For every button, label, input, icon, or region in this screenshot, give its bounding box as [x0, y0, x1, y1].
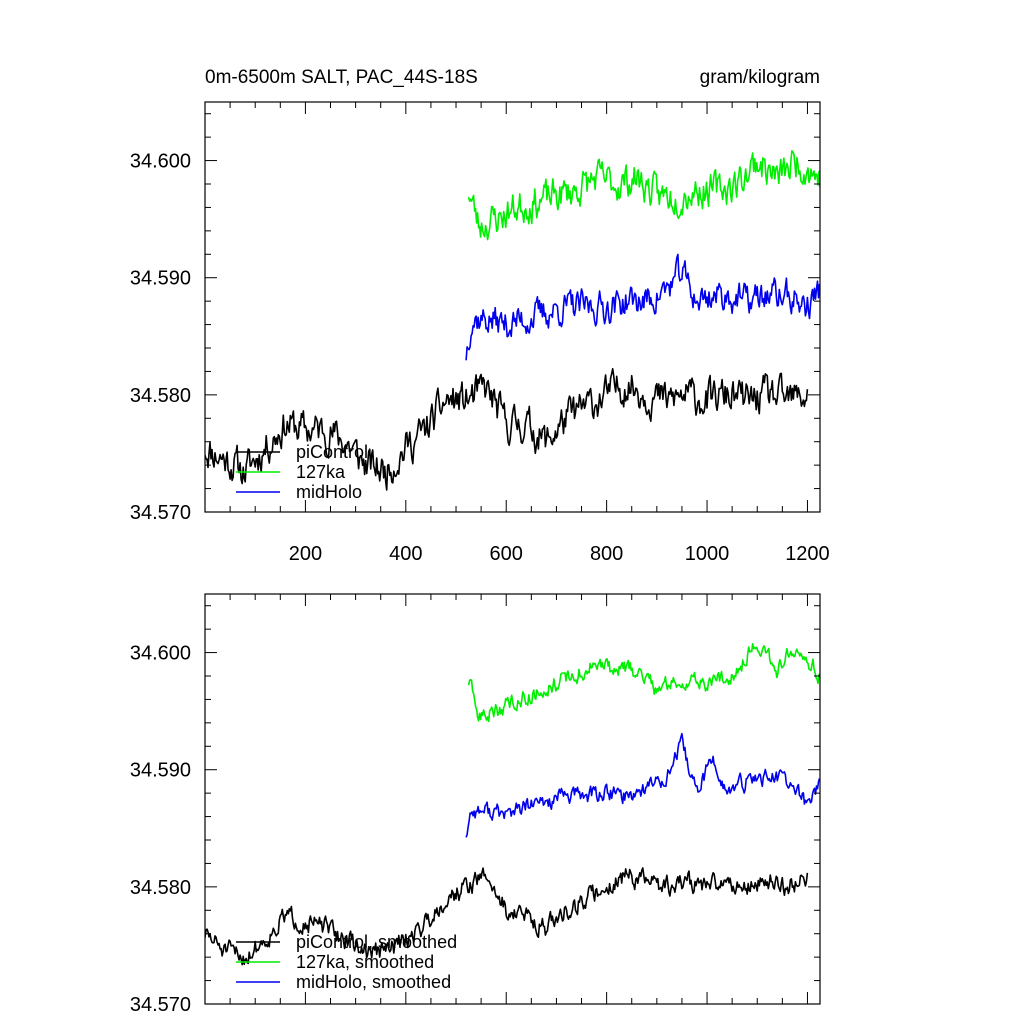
- bottom-ytick-label: 34.600: [130, 643, 191, 665]
- top-panel: 0m-6500m SALT, PAC_44S-18S gram/kilogram…: [130, 67, 830, 565]
- top-legend-label: 127ka: [296, 462, 346, 482]
- top-xtick-label: 600: [490, 543, 523, 565]
- top-ytick-label: 34.590: [130, 268, 191, 290]
- top-series-line-127ka: [467, 150, 820, 241]
- bottom-series-line-midholo: [465, 732, 820, 838]
- top-chart-title: 0m-6500m SALT, PAC_44S-18S: [205, 67, 478, 88]
- bottom-legend-label: piControl, smoothed: [296, 932, 457, 952]
- bottom-ytick-label: 34.580: [130, 877, 191, 899]
- top-ytick-label: 34.570: [130, 502, 191, 524]
- top-legend-label: piControl: [296, 442, 368, 462]
- top-ytick-label: 34.600: [130, 151, 191, 173]
- bottom-ytick-label: 34.570: [130, 994, 191, 1016]
- bottom-ytick-label: 34.590: [130, 760, 191, 782]
- bottom-legend-label: midHolo, smoothed: [296, 972, 451, 992]
- top-series-layer: [205, 150, 820, 491]
- bottom-plot-frame: [204, 593, 821, 1005]
- top-xtick-label: 1200: [785, 543, 830, 565]
- top-xtick-label: 400: [389, 543, 422, 565]
- bottom-series-line-picontrol: [205, 867, 809, 966]
- top-series-line-picontrol: [205, 368, 809, 491]
- top-series-line-midholo: [465, 253, 820, 361]
- top-chart-units: gram/kilogram: [700, 67, 820, 88]
- top-ticks-layer: 34.570 34.580 34.590 34.600 200 400 600 800 1000…: [130, 102, 830, 565]
- top-legend-label: midHolo: [296, 482, 362, 502]
- top-xtick-label: 200: [289, 543, 322, 565]
- bottom-panel: 34.570 34.580 34.590 34.600 piControl, smoo…: [130, 593, 821, 1016]
- top-ytick-label: 34.580: [130, 385, 191, 407]
- bottom-series-layer: [205, 643, 820, 966]
- bottom-legend-label: 127ka, smoothed: [296, 952, 434, 972]
- top-xtick-label: 800: [590, 543, 623, 565]
- bottom-series-line-127ka: [467, 643, 820, 723]
- top-plot-frame: [204, 101, 821, 513]
- top-xtick-label: 1000: [685, 543, 730, 565]
- bottom-ticks-layer: 34.570 34.580 34.590 34.600: [130, 594, 820, 1016]
